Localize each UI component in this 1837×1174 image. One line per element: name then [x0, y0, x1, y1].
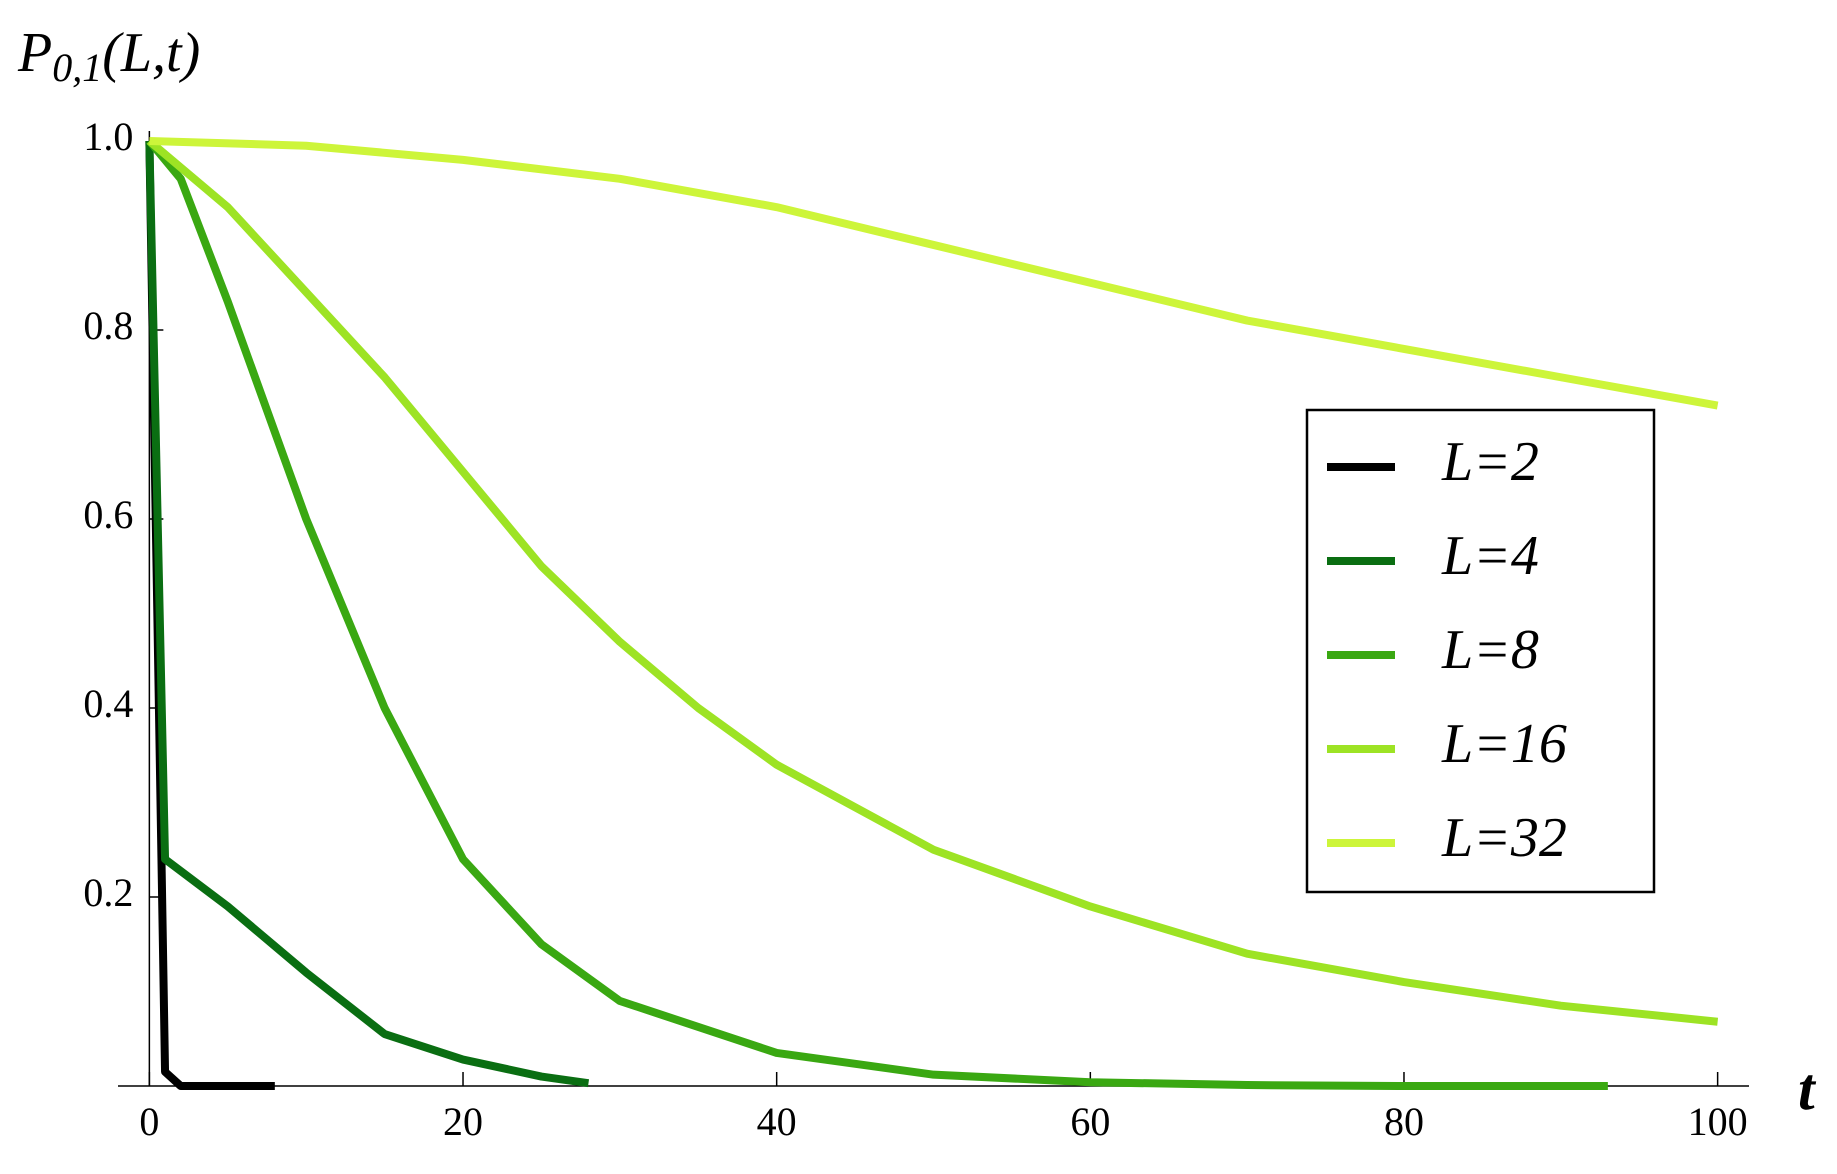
y-label: P0,1(L,t) [17, 22, 200, 90]
y-tick-label: 0.8 [83, 303, 133, 348]
y-label-args: (L,t) [102, 22, 200, 84]
x-tick-label: 80 [1384, 1099, 1424, 1144]
x-tick-label: 60 [1070, 1099, 1110, 1144]
legend-label: L=2 [1441, 431, 1539, 493]
legend-label: L=8 [1441, 619, 1539, 681]
legend-label: L=4 [1441, 525, 1539, 587]
y-tick-label: 0.6 [83, 492, 133, 537]
line [146, 138, 1608, 1090]
y-tick-label: 0.2 [83, 870, 133, 915]
legend-label: L=32 [1441, 807, 1567, 869]
line [149, 137, 1719, 410]
y-tick-label: 0.4 [83, 681, 133, 726]
y-label-sub: 0,1 [52, 45, 102, 90]
x-tick-label: 20 [443, 1099, 483, 1144]
line [145, 140, 275, 1090]
x-label: t [1798, 1056, 1817, 1122]
legend-label: L=16 [1441, 713, 1567, 775]
x-tick-label: 0 [139, 1099, 159, 1144]
line [146, 137, 1719, 1026]
line [145, 140, 590, 1088]
x-tick-label: 100 [1688, 1099, 1748, 1144]
y-tick-label: 1.0 [83, 114, 133, 159]
x-tick-label: 40 [757, 1099, 797, 1144]
y-label-main: P [17, 22, 52, 84]
